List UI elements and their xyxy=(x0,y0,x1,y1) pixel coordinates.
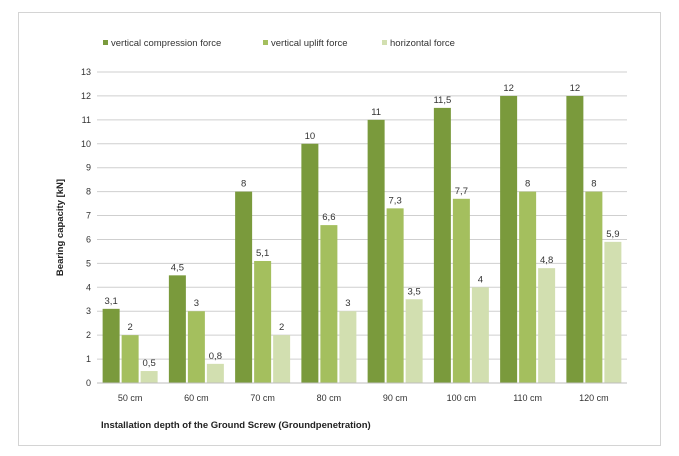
data-label: 2 xyxy=(279,322,284,333)
data-label: 8 xyxy=(591,179,596,190)
legend-swatch xyxy=(382,40,387,45)
y-tick-label: 8 xyxy=(86,187,91,197)
y-tick-label: 13 xyxy=(81,67,91,77)
y-tick-label: 6 xyxy=(86,234,91,244)
bar xyxy=(254,260,272,383)
x-tick-label: 120 cm xyxy=(579,393,609,403)
legend-label: vertical uplift force xyxy=(271,38,348,49)
data-label: 0,8 xyxy=(209,351,222,362)
x-axis-ticks: 50 cm 60 cm 70 cm 80 cm 90 cm 100 cm 110 cm 120… xyxy=(118,393,609,403)
bar xyxy=(273,335,291,383)
legend: vertical compression force vertical uplif… xyxy=(103,38,455,49)
bar xyxy=(301,143,319,383)
data-label: 4,8 xyxy=(540,255,553,266)
y-tick-label: 7 xyxy=(86,211,91,221)
bar xyxy=(538,268,556,383)
x-tick-label: 80 cm xyxy=(317,393,342,403)
data-label: 12 xyxy=(570,83,581,94)
x-tick-label: 100 cm xyxy=(447,393,477,403)
x-tick-label: 110 cm xyxy=(513,393,542,403)
bar xyxy=(566,95,584,383)
bar xyxy=(367,119,385,383)
data-label: 8 xyxy=(525,179,530,190)
legend-label: horizontal force xyxy=(390,38,455,49)
data-label: 5,1 xyxy=(256,248,269,259)
y-tick-label: 10 xyxy=(81,139,91,149)
bar xyxy=(471,287,489,383)
bar xyxy=(405,299,423,383)
bar xyxy=(121,335,139,383)
data-labels: 3,1 2 0,5 4,5 3 0,8 8 5,1 2 10 6,6 3 11 7,3 3,5 11,5 7,7… xyxy=(105,83,620,369)
bar xyxy=(433,107,451,383)
data-label: 3 xyxy=(194,298,199,309)
chart-frame: vertical compression force vertical uplif… xyxy=(18,12,661,446)
bar xyxy=(235,191,253,383)
data-label: 12 xyxy=(503,83,514,94)
y-tick-label: 2 xyxy=(86,330,91,340)
bar xyxy=(604,241,622,383)
bar xyxy=(386,208,404,383)
y-tick-label: 1 xyxy=(86,354,91,364)
bar xyxy=(339,311,357,383)
data-label: 3,5 xyxy=(408,286,421,297)
bar xyxy=(519,191,537,383)
bars xyxy=(102,95,622,383)
legend-swatch xyxy=(263,40,268,45)
data-label: 5,9 xyxy=(606,229,619,240)
data-label: 7,7 xyxy=(455,186,468,197)
bar xyxy=(500,95,518,383)
bar xyxy=(102,308,120,383)
y-axis-title: Bearing capacity [kN] xyxy=(55,179,66,276)
bar xyxy=(585,191,603,383)
bar xyxy=(452,198,470,383)
data-label: 10 xyxy=(305,131,316,142)
data-label: 8 xyxy=(241,179,246,190)
y-tick-label: 0 xyxy=(86,378,91,388)
y-tick-label: 4 xyxy=(86,282,91,292)
y-tick-label: 11 xyxy=(82,115,91,125)
x-axis-title: Installation depth of the Ground Screw (… xyxy=(101,420,371,431)
x-tick-label: 50 cm xyxy=(118,393,143,403)
bar xyxy=(140,371,158,383)
data-label: 6,6 xyxy=(322,212,335,223)
data-label: 3,1 xyxy=(105,296,118,307)
bar xyxy=(320,225,338,383)
x-tick-label: 90 cm xyxy=(383,393,408,403)
y-tick-label: 9 xyxy=(86,163,91,173)
x-tick-label: 70 cm xyxy=(250,393,275,403)
data-label: 11 xyxy=(371,107,381,118)
bar xyxy=(187,311,205,383)
x-tick-label: 60 cm xyxy=(184,393,209,403)
data-label: 4 xyxy=(478,274,483,285)
data-label: 11,5 xyxy=(433,95,451,106)
bar xyxy=(206,363,224,383)
data-label: 3 xyxy=(345,298,350,309)
data-label: 4,5 xyxy=(171,262,184,273)
y-tick-label: 5 xyxy=(86,258,91,268)
legend-swatch xyxy=(103,40,108,45)
data-label: 2 xyxy=(127,322,132,333)
bar-chart: vertical compression force vertical uplif… xyxy=(55,38,627,431)
legend-label: vertical compression force xyxy=(111,38,221,49)
data-label: 0,5 xyxy=(143,358,156,369)
data-label: 7,3 xyxy=(389,195,402,206)
bar xyxy=(168,275,186,383)
y-tick-label: 3 xyxy=(86,306,91,316)
y-tick-label: 12 xyxy=(81,91,91,101)
